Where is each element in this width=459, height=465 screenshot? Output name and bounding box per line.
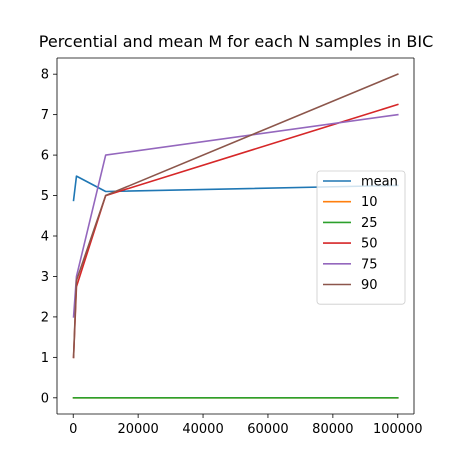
legend-label-mean: mean <box>361 175 398 190</box>
series-line-90 <box>72 73 399 359</box>
x-tick-label: 20000 <box>117 422 158 437</box>
axes-layer: 0 20000 40000 60000 80000 100000 0 1 2 3 4 5 6 7 8 <box>41 57 423 437</box>
y-tick-label: 6 <box>41 149 49 164</box>
y-tick-label: 7 <box>41 108 49 123</box>
legend-label-25: 25 <box>361 216 378 231</box>
series-layer <box>72 73 399 399</box>
legend-label-10: 10 <box>361 195 378 210</box>
x-tick-label: 0 <box>69 422 77 437</box>
legend-label-75: 75 <box>361 257 378 272</box>
y-tick-label: 1 <box>41 351 49 366</box>
chart-title: Percential and mean M for each N samples… <box>39 32 433 51</box>
y-tick-label: 8 <box>41 68 49 83</box>
x-tick-label: 40000 <box>182 422 223 437</box>
y-tick-label: 3 <box>41 270 49 285</box>
x-tick-label: 60000 <box>247 422 288 437</box>
x-tick-label: 100000 <box>373 422 423 437</box>
x-tick-label: 80000 <box>312 422 353 437</box>
y-tick-label: 5 <box>41 189 49 204</box>
y-tick-label: 4 <box>41 230 49 245</box>
legend: mean 10 25 50 75 90 <box>316 170 406 305</box>
legend-label-50: 50 <box>361 237 378 252</box>
series-line-mean <box>72 175 399 202</box>
legend-label-90: 90 <box>361 278 378 293</box>
y-tick-label: 2 <box>41 310 49 325</box>
legend-box <box>316 170 406 305</box>
y-tick-label: 0 <box>41 391 49 406</box>
